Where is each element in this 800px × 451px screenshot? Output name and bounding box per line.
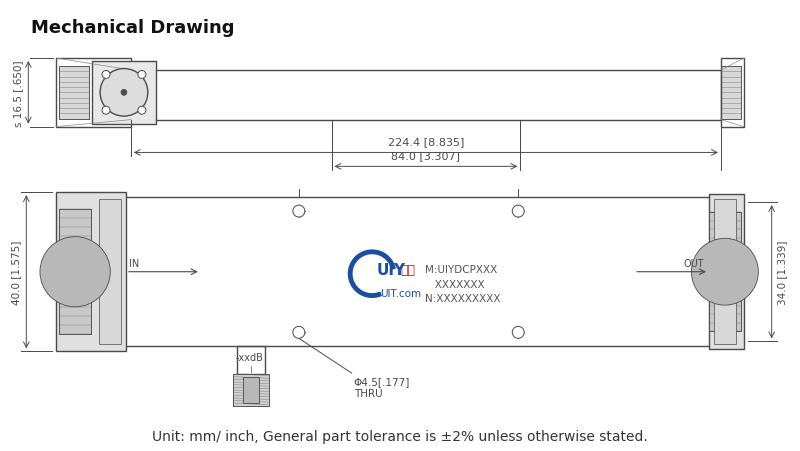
Bar xyxy=(721,59,744,127)
Text: UIY: UIY xyxy=(377,262,406,278)
Bar xyxy=(59,210,91,335)
Bar xyxy=(56,193,126,351)
Circle shape xyxy=(293,206,305,217)
Text: Unit: mm/ inch, General part tolerance is ±2% unless otherwise stated.: Unit: mm/ inch, General part tolerance i… xyxy=(152,429,648,443)
Text: 40.0 [1.575]: 40.0 [1.575] xyxy=(11,240,22,304)
Text: UIT.com: UIT.com xyxy=(380,288,421,298)
Circle shape xyxy=(138,71,146,79)
Circle shape xyxy=(691,239,758,305)
Circle shape xyxy=(102,71,110,79)
Circle shape xyxy=(121,90,127,96)
Text: s 16.5 [.650]: s 16.5 [.650] xyxy=(14,60,23,126)
Bar xyxy=(234,374,270,406)
Bar xyxy=(59,67,89,120)
Text: 84.0 [3.307]: 84.0 [3.307] xyxy=(391,151,461,161)
Text: 優涐: 優涐 xyxy=(400,264,415,276)
Bar xyxy=(234,374,270,406)
Circle shape xyxy=(512,327,524,339)
Bar xyxy=(131,71,721,120)
Circle shape xyxy=(40,237,110,307)
Text: 224.4 [8.835]: 224.4 [8.835] xyxy=(388,137,464,147)
Bar xyxy=(721,67,741,120)
Circle shape xyxy=(293,327,305,339)
Bar xyxy=(709,195,744,350)
Text: 34.0 [1.339]: 34.0 [1.339] xyxy=(777,240,786,304)
Bar xyxy=(92,62,156,124)
Circle shape xyxy=(138,107,146,115)
Bar xyxy=(59,210,91,335)
Text: IN: IN xyxy=(129,258,139,268)
Bar xyxy=(721,67,741,120)
Bar xyxy=(59,67,89,120)
Bar xyxy=(121,198,714,346)
Bar xyxy=(709,212,741,331)
Bar xyxy=(714,200,736,345)
Bar xyxy=(238,346,266,374)
Text: -xxdB: -xxdB xyxy=(235,352,263,362)
Circle shape xyxy=(100,69,148,117)
Text: Φ4.5[.177]
THRU: Φ4.5[.177] THRU xyxy=(354,376,410,399)
Circle shape xyxy=(102,107,110,115)
Text: Mechanical Drawing: Mechanical Drawing xyxy=(31,19,234,37)
Text: OUT: OUT xyxy=(683,258,704,268)
Bar xyxy=(99,200,121,345)
Bar xyxy=(56,59,131,127)
Text: M:UIYDCPXXX
   XXXXXXX
N:XXXXXXXXX: M:UIYDCPXXX XXXXXXX N:XXXXXXXXX xyxy=(425,264,501,304)
Bar xyxy=(709,212,741,331)
Circle shape xyxy=(512,206,524,217)
Bar xyxy=(243,377,259,403)
